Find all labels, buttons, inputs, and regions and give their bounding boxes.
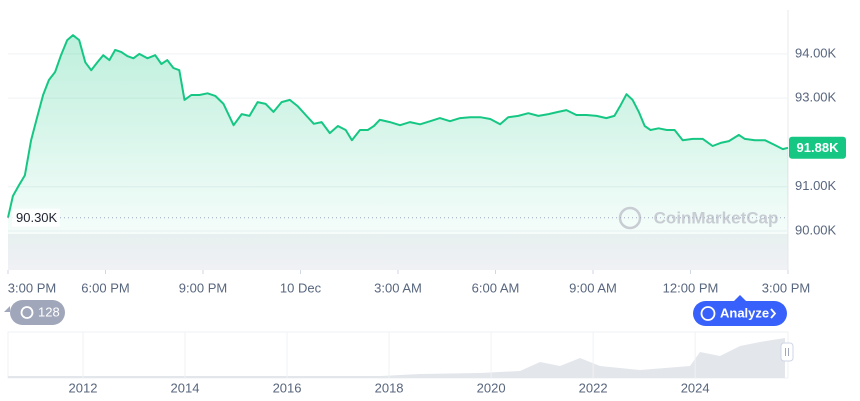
analyze-label: Analyze xyxy=(720,305,769,320)
y-tick-label: 93.00K xyxy=(795,90,837,105)
navigator-tick-label: 2014 xyxy=(171,380,200,395)
y-tick-label: 91.00K xyxy=(795,178,837,193)
navigator-tick-label: 2018 xyxy=(375,380,404,395)
history-count: 128 xyxy=(38,304,60,319)
x-tick-label: 6:00 AM xyxy=(472,280,520,295)
navigator-history xyxy=(8,338,785,378)
x-tick-label: 10 Dec xyxy=(280,280,322,295)
navigator-tick-label: 2016 xyxy=(273,380,302,395)
price-line xyxy=(7,34,789,218)
badge-pointer xyxy=(4,306,10,312)
current-price-badge xyxy=(789,136,846,159)
x-tick-label: 3:00 AM xyxy=(374,280,422,295)
x-tick-label: 12:00 PM xyxy=(663,280,719,295)
y-tick-label: 90.00K xyxy=(795,222,837,237)
chevron xyxy=(770,308,777,319)
button-pointer xyxy=(734,295,746,301)
history-badge[interactable] xyxy=(10,300,65,325)
analyze-icon xyxy=(700,306,716,321)
navigator-handle[interactable] xyxy=(780,342,794,362)
navigator-tick-label: 2022 xyxy=(579,380,608,395)
low-label-bg xyxy=(12,208,60,227)
analyze-button[interactable] xyxy=(693,301,787,326)
x-tick-label: 6:00 PM xyxy=(81,280,129,295)
x-tick-label: 3:00 PM xyxy=(8,280,56,295)
plot-area xyxy=(7,10,789,271)
navigator-tick-label: 2020 xyxy=(477,380,506,395)
navigator-tick-label: 2012 xyxy=(69,380,98,395)
current-price-label: 91.88K xyxy=(797,140,840,155)
price-area xyxy=(8,35,788,271)
x-tick-label: 3:00 PM xyxy=(762,280,810,295)
x-tick-label: 9:00 PM xyxy=(179,280,227,295)
history-icon xyxy=(20,306,34,319)
low-label: 90.30K xyxy=(16,210,58,225)
navigator-tick-label: 2024 xyxy=(681,380,710,395)
y-tick-label: 94.00K xyxy=(795,45,837,60)
x-tick-label: 9:00 AM xyxy=(569,280,617,295)
